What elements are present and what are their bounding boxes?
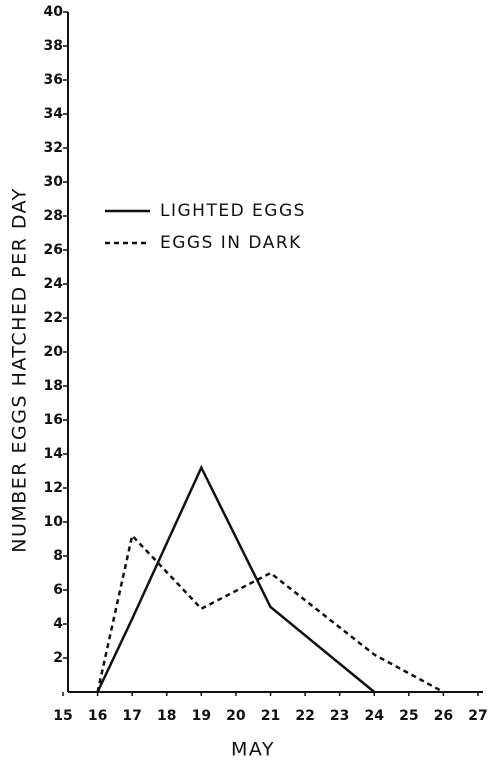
y-tick-label: 14	[44, 446, 64, 462]
x-tick-label: 22	[295, 708, 314, 724]
x-tick-label: 18	[157, 708, 176, 724]
x-tick-label: 21	[261, 708, 280, 724]
y-tick-label: 16	[44, 412, 63, 428]
x-tick-label: 26	[434, 708, 453, 724]
y-tick-label: 8	[53, 548, 63, 564]
y-tick-label: 36	[44, 72, 63, 88]
x-tick-label: 19	[192, 708, 211, 724]
y-tick-label: 26	[44, 242, 63, 258]
x-tick-label: 15	[53, 708, 72, 724]
y-tick-label: 6	[53, 582, 63, 598]
x-tick-label: 20	[226, 708, 246, 724]
y-tick-label: 34	[44, 106, 64, 122]
y-tick-label: 2	[53, 650, 63, 666]
y-tick-label: 32	[44, 140, 63, 156]
y-tick-label: 22	[44, 310, 63, 326]
y-tick-label: 30	[44, 174, 64, 190]
y-tick-label: 20	[44, 344, 64, 360]
legend-label: EGGS IN DARK	[160, 233, 302, 253]
x-tick-label: 23	[330, 708, 349, 724]
y-tick-label: 10	[44, 514, 64, 530]
y-tick-label: 12	[44, 480, 63, 496]
y-axis-title: NUMBER EGGS HATCHED PER DAY	[9, 187, 31, 553]
y-tick-label: 28	[44, 208, 63, 224]
y-tick-label: 40	[44, 4, 64, 20]
series-line	[96, 533, 445, 694]
y-tick-label: 4	[53, 616, 63, 632]
x-tick-label: 27	[468, 708, 487, 724]
series-line	[96, 464, 376, 693]
x-tick-label: 25	[399, 708, 418, 724]
legend-label: LIGHTED EGGS	[160, 201, 306, 221]
x-tick-label: 24	[365, 708, 385, 724]
y-tick-label: 38	[44, 38, 63, 54]
x-axis-title: MAY	[231, 739, 275, 761]
x-tick-label: 16	[88, 708, 107, 724]
y-tick-label: 24	[44, 276, 64, 292]
x-tick-label: 17	[122, 708, 141, 724]
y-tick-label: 18	[44, 378, 63, 394]
